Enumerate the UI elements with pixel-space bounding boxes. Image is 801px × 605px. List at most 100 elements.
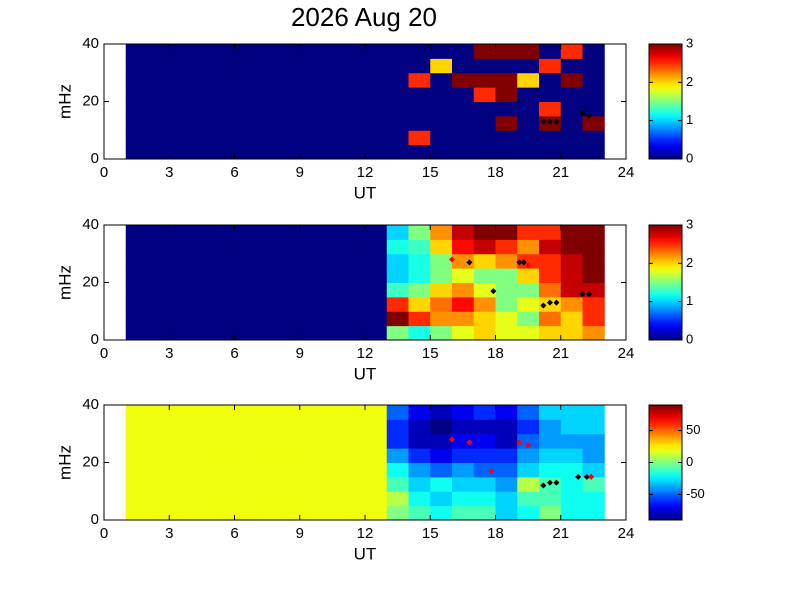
heatmap-cell <box>234 58 257 74</box>
heatmap-cell <box>169 130 192 146</box>
heatmap-cell <box>473 225 496 240</box>
heatmap-cell <box>169 101 192 117</box>
heatmap-cell <box>169 419 192 435</box>
heatmap-cell <box>452 253 475 269</box>
heatmap-cell <box>256 296 279 312</box>
x-axis-label: UT <box>354 544 377 563</box>
heatmap-cell <box>256 448 279 463</box>
heatmap-cell <box>125 296 148 312</box>
heatmap-cell <box>430 130 453 146</box>
marker <box>546 479 553 486</box>
heatmap-cell <box>452 268 475 283</box>
heatmap-cell <box>539 225 562 240</box>
heatmap-cell <box>452 296 475 312</box>
heatmap-cell <box>560 239 583 255</box>
heatmap-cell <box>560 448 583 463</box>
heatmap-cell <box>473 325 496 340</box>
heatmap-cell <box>539 58 562 74</box>
heatmap-cell <box>386 405 409 420</box>
heatmap-cell <box>452 72 475 88</box>
heatmap-cell <box>256 130 279 146</box>
heatmap-cell <box>365 144 388 159</box>
heatmap-cell <box>147 325 170 340</box>
heatmap-cell <box>125 462 148 478</box>
heatmap-cell <box>169 311 192 327</box>
heatmap-cell <box>343 476 366 492</box>
heatmap-cell <box>495 58 518 74</box>
marker <box>516 439 523 446</box>
heatmap-cell <box>365 405 388 420</box>
heatmap-cell <box>234 239 257 255</box>
colorbar-tick-label: 2 <box>686 74 693 89</box>
heatmap-cell <box>430 311 453 327</box>
heatmap-cell <box>452 282 475 298</box>
heatmap-cell <box>234 462 257 478</box>
heatmap-cell <box>343 433 366 449</box>
heatmap-cell <box>234 311 257 327</box>
heatmap-cell <box>299 87 322 102</box>
heatmap-cell <box>169 448 192 463</box>
heatmap-cell <box>365 311 388 327</box>
heatmap-cell <box>212 115 235 131</box>
heatmap-cell <box>560 325 583 340</box>
heatmap-cell <box>212 448 235 463</box>
heatmap-cell <box>408 282 431 298</box>
heatmap-cell <box>212 253 235 269</box>
heatmap-cell <box>430 325 453 340</box>
heatmap-cell <box>408 101 431 117</box>
marker <box>586 112 593 119</box>
heatmap-cell <box>386 419 409 435</box>
marker <box>546 118 553 125</box>
heatmap-cell <box>495 419 518 435</box>
heatmap-cell <box>125 144 148 159</box>
heatmap-cell <box>147 476 170 492</box>
heatmap-cell <box>343 130 366 146</box>
marker <box>520 259 527 266</box>
heatmap-cell <box>473 58 496 74</box>
heatmap-cell <box>256 225 279 240</box>
heatmap-cell <box>343 115 366 131</box>
heatmap-cell <box>452 58 475 74</box>
heatmap-cell <box>495 115 518 131</box>
colorbar-tick-label: 3 <box>686 216 693 231</box>
heatmap-cell <box>343 253 366 269</box>
x-tick-label: 3 <box>165 164 173 181</box>
marker <box>575 473 582 480</box>
x-tick-label: 24 <box>618 525 635 542</box>
marker <box>546 299 553 306</box>
heatmap-cell <box>473 101 496 117</box>
heatmap-cell <box>560 296 583 312</box>
marker <box>553 299 560 306</box>
x-tick-label: 9 <box>296 164 304 181</box>
heatmap-cell <box>386 87 409 102</box>
heatmap-cell <box>299 282 322 298</box>
heatmap-cell <box>234 505 257 520</box>
heatmap-cell <box>343 311 366 327</box>
heatmap-cell <box>473 72 496 88</box>
heatmap-cell <box>191 130 214 146</box>
heatmap-cell <box>278 225 301 240</box>
heatmap-cell <box>582 72 605 88</box>
heatmap-cell <box>430 44 453 59</box>
heatmap-cell <box>582 225 605 240</box>
heatmap-cell <box>125 476 148 492</box>
heatmap-cell <box>495 239 518 255</box>
heatmap-cell <box>256 325 279 340</box>
heatmap-cell <box>365 87 388 102</box>
heatmap-cell <box>234 253 257 269</box>
heatmap-cell <box>343 505 366 520</box>
heatmap-cell <box>191 491 214 507</box>
heatmap-cell <box>147 58 170 74</box>
marker <box>540 482 547 489</box>
heatmap-cell <box>321 253 344 269</box>
heatmap-cell <box>517 101 540 117</box>
heatmap-cell <box>560 282 583 298</box>
heatmap-cell <box>125 448 148 463</box>
heatmap-cell <box>386 462 409 478</box>
marker <box>588 473 595 480</box>
heatmap-cell <box>169 115 192 131</box>
heatmap-cell <box>582 448 605 463</box>
heatmap-cell <box>517 115 540 131</box>
heatmap-cell <box>408 433 431 449</box>
heatmap-cell <box>343 101 366 117</box>
